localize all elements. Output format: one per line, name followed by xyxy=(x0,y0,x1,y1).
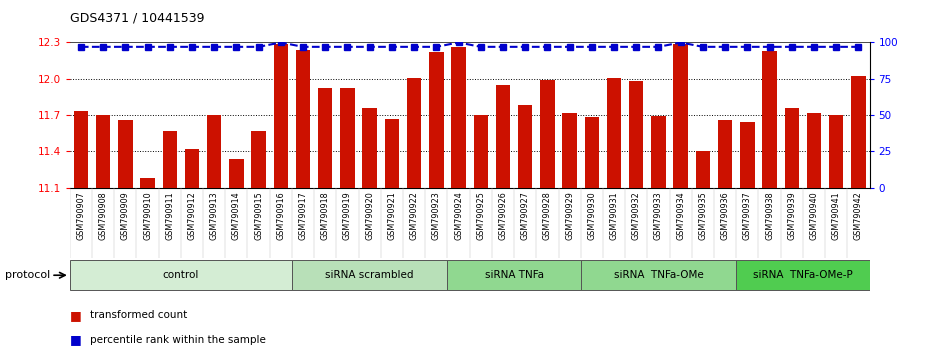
Text: GSM790942: GSM790942 xyxy=(854,191,863,240)
Text: GSM790907: GSM790907 xyxy=(76,191,86,240)
Bar xyxy=(585,118,599,188)
Bar xyxy=(829,115,844,188)
Bar xyxy=(447,260,580,290)
Text: GSM790931: GSM790931 xyxy=(609,191,618,240)
Text: GSM790917: GSM790917 xyxy=(299,191,308,240)
Bar xyxy=(140,178,154,188)
Text: siRNA  TNFa-OMe: siRNA TNFa-OMe xyxy=(614,270,703,280)
Bar xyxy=(718,120,732,188)
Bar xyxy=(518,105,532,188)
Text: GSM790926: GSM790926 xyxy=(498,191,508,240)
Bar xyxy=(118,120,132,188)
Text: GSM790919: GSM790919 xyxy=(343,191,352,240)
Bar xyxy=(580,260,737,290)
Bar xyxy=(696,152,711,188)
Bar xyxy=(807,113,821,188)
Bar xyxy=(385,119,399,188)
Bar xyxy=(273,44,288,188)
Bar xyxy=(185,149,199,188)
Text: siRNA TNFa: siRNA TNFa xyxy=(485,270,543,280)
Bar xyxy=(540,80,554,188)
Text: GSM790924: GSM790924 xyxy=(454,191,463,240)
Text: protocol: protocol xyxy=(5,270,50,280)
Bar xyxy=(563,113,577,188)
Bar xyxy=(629,81,644,188)
Text: GSM790941: GSM790941 xyxy=(831,191,841,240)
Bar xyxy=(292,260,447,290)
Bar xyxy=(340,88,354,188)
Text: GSM790909: GSM790909 xyxy=(121,191,130,240)
Text: GSM790918: GSM790918 xyxy=(321,191,330,240)
Text: ■: ■ xyxy=(70,309,82,321)
Text: GSM790922: GSM790922 xyxy=(409,191,418,240)
Text: GSM790938: GSM790938 xyxy=(765,191,774,240)
Text: GSM790928: GSM790928 xyxy=(543,191,551,240)
Text: GSM790933: GSM790933 xyxy=(654,191,663,240)
Text: GSM790927: GSM790927 xyxy=(521,191,530,240)
Text: GSM790923: GSM790923 xyxy=(432,191,441,240)
Text: GSM790908: GSM790908 xyxy=(99,191,108,240)
Bar xyxy=(207,115,221,188)
Text: siRNA scrambled: siRNA scrambled xyxy=(326,270,414,280)
Bar xyxy=(318,88,332,188)
Text: GSM790910: GSM790910 xyxy=(143,191,152,240)
Text: GSM790930: GSM790930 xyxy=(588,191,596,240)
Text: GSM790936: GSM790936 xyxy=(721,191,730,240)
Text: GSM790912: GSM790912 xyxy=(188,191,196,240)
Text: GSM790934: GSM790934 xyxy=(676,191,685,240)
Bar xyxy=(70,260,292,290)
Bar xyxy=(737,260,870,290)
Bar xyxy=(229,159,244,188)
Text: GSM790935: GSM790935 xyxy=(698,191,708,240)
Text: GSM790915: GSM790915 xyxy=(254,191,263,240)
Text: percentile rank within the sample: percentile rank within the sample xyxy=(90,335,266,345)
Bar xyxy=(163,131,177,188)
Text: GSM790929: GSM790929 xyxy=(565,191,574,240)
Bar xyxy=(607,78,621,188)
Bar xyxy=(451,47,466,188)
Text: GSM790939: GSM790939 xyxy=(788,191,796,240)
Text: GSM790925: GSM790925 xyxy=(476,191,485,240)
Text: GSM790911: GSM790911 xyxy=(166,191,174,240)
Text: ■: ■ xyxy=(70,333,82,346)
Bar xyxy=(496,85,511,188)
Bar xyxy=(251,131,266,188)
Bar xyxy=(763,51,777,188)
Text: GSM790920: GSM790920 xyxy=(365,191,374,240)
Text: control: control xyxy=(163,270,199,280)
Text: GSM790932: GSM790932 xyxy=(631,191,641,240)
Text: siRNA  TNFa-OMe-P: siRNA TNFa-OMe-P xyxy=(753,270,853,280)
Text: GSM790916: GSM790916 xyxy=(276,191,286,240)
Text: transformed count: transformed count xyxy=(90,310,188,320)
Bar xyxy=(785,108,799,188)
Text: GSM790937: GSM790937 xyxy=(743,191,751,240)
Bar xyxy=(851,76,866,188)
Bar xyxy=(473,115,488,188)
Bar xyxy=(96,115,111,188)
Bar xyxy=(363,108,377,188)
Text: GSM790921: GSM790921 xyxy=(388,191,396,240)
Bar xyxy=(407,78,421,188)
Bar xyxy=(429,52,444,188)
Text: GSM790913: GSM790913 xyxy=(209,191,219,240)
Text: GDS4371 / 10441539: GDS4371 / 10441539 xyxy=(70,12,205,25)
Bar xyxy=(73,112,88,188)
Text: GSM790940: GSM790940 xyxy=(809,191,818,240)
Bar xyxy=(296,50,311,188)
Bar xyxy=(740,122,754,188)
Text: GSM790914: GSM790914 xyxy=(232,191,241,240)
Bar xyxy=(651,116,666,188)
Bar xyxy=(673,44,688,188)
